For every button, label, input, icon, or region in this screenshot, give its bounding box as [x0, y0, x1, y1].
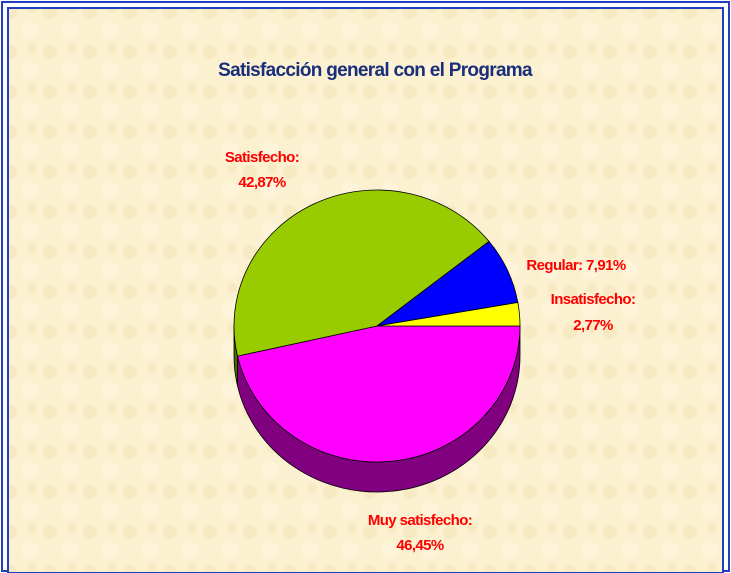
- value-label: 2,77%: [573, 317, 613, 334]
- value-label: 42,87%: [238, 174, 286, 191]
- category-label: Regular:: [526, 257, 582, 274]
- category-label: Insatisfecho:: [551, 291, 636, 308]
- slice: [237, 325, 521, 463]
- category-label: Muy satisfecho:: [368, 512, 472, 529]
- category-label: Satisfecho:: [225, 149, 299, 166]
- value-label: 7,91%: [586, 257, 626, 274]
- slice: [233, 189, 490, 357]
- data-label: Regular: 7,91%: [526, 257, 625, 274]
- chart-title: Satisfacción general con el Programa: [218, 60, 533, 81]
- slice: [376, 301, 521, 327]
- value-label: 46,45%: [396, 537, 444, 554]
